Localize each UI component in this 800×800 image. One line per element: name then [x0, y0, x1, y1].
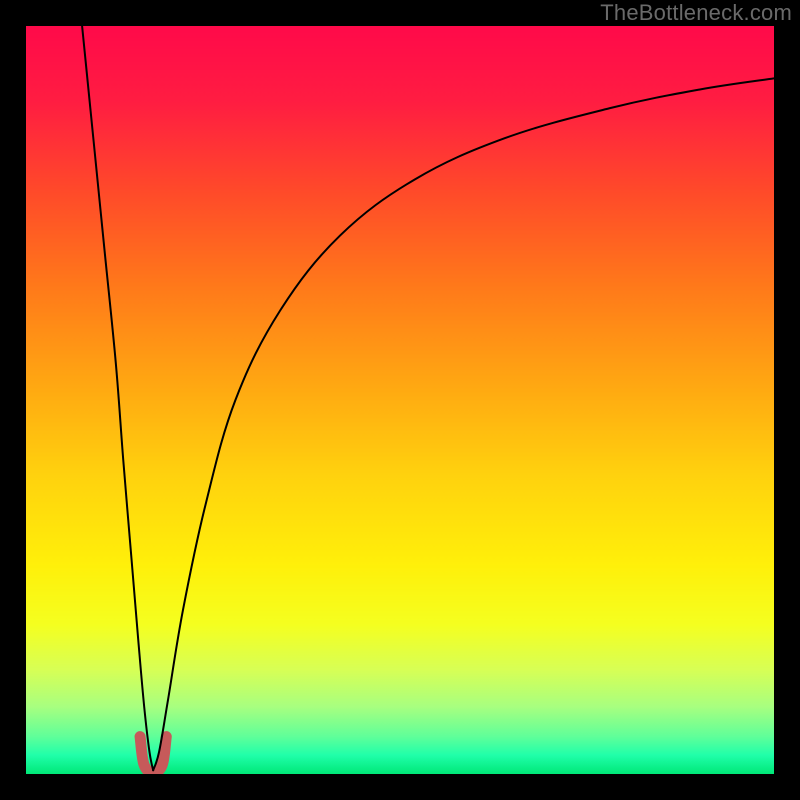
watermark-text: TheBottleneck.com	[600, 0, 792, 26]
plot-frame	[26, 26, 774, 774]
chart-root: TheBottleneck.com	[0, 0, 800, 800]
gradient-background	[26, 26, 774, 774]
